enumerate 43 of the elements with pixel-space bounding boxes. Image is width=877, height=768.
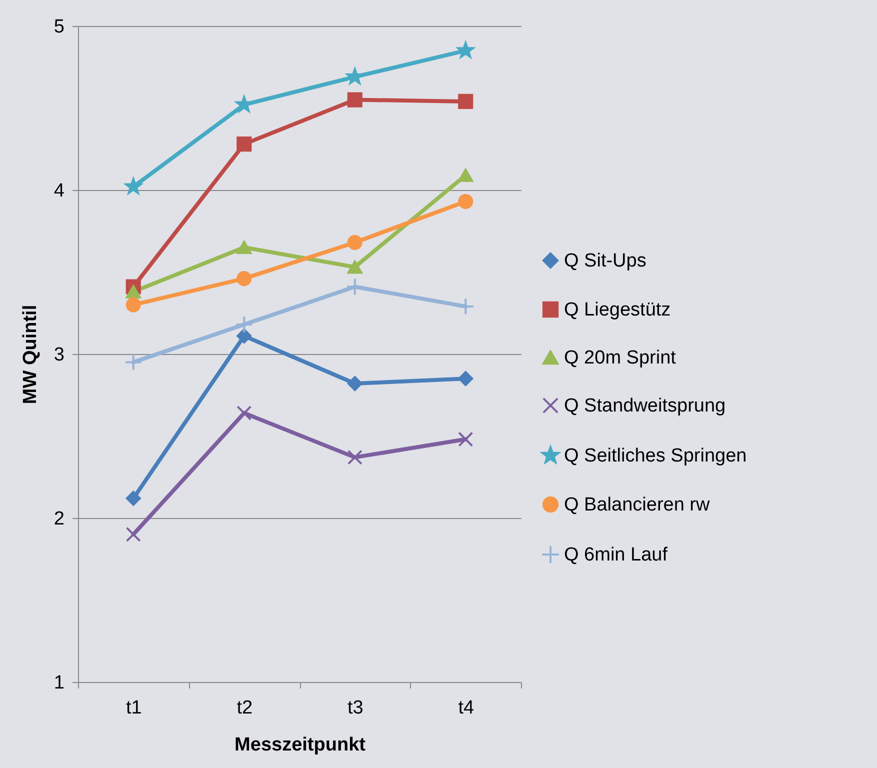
x-tick-label: t4 <box>458 698 474 718</box>
point <box>347 234 362 250</box>
point <box>236 240 252 254</box>
legend-label: Q Balancieren rw <box>564 494 710 516</box>
point <box>126 490 141 506</box>
y-tick-label: 5 <box>54 16 64 38</box>
point <box>236 136 252 152</box>
point <box>126 285 141 298</box>
point <box>236 406 252 421</box>
legend-label: Q Seitliches Springen <box>564 446 747 466</box>
point <box>236 271 252 286</box>
legend-label: Q Liegestütz <box>564 300 671 320</box>
point <box>347 450 362 465</box>
legend-label: Q 20m Sprint <box>564 348 677 368</box>
x-axis-title: Messzeitpunkt <box>234 734 366 756</box>
point <box>124 178 142 194</box>
point <box>458 168 474 182</box>
point <box>347 376 362 392</box>
y-tick-label: 4 <box>54 180 65 202</box>
point <box>457 42 474 58</box>
point <box>126 297 141 312</box>
x-tick-label: t3 <box>347 698 364 718</box>
y-tick-label: 1 <box>54 672 64 694</box>
point <box>458 194 474 209</box>
y-tick-label: 2 <box>54 508 64 530</box>
y-axis-title: MW Quintil <box>20 304 41 404</box>
point <box>346 278 364 296</box>
point <box>126 526 141 542</box>
point <box>456 298 474 316</box>
legend-label: Q 6min Lauf <box>564 544 668 566</box>
point <box>347 92 362 108</box>
point <box>235 316 253 334</box>
legend-label: Q Sit-Ups <box>564 250 646 272</box>
x-tick-label: t1 <box>126 698 142 718</box>
point <box>236 328 252 344</box>
y-tick-label: 3 <box>54 344 64 366</box>
point <box>458 432 474 447</box>
point <box>458 94 474 109</box>
x-tick-label: t2 <box>236 698 253 718</box>
point <box>124 353 142 372</box>
point <box>347 260 362 274</box>
legend-label: Q Standweitsprung <box>564 396 726 416</box>
point <box>458 371 474 386</box>
